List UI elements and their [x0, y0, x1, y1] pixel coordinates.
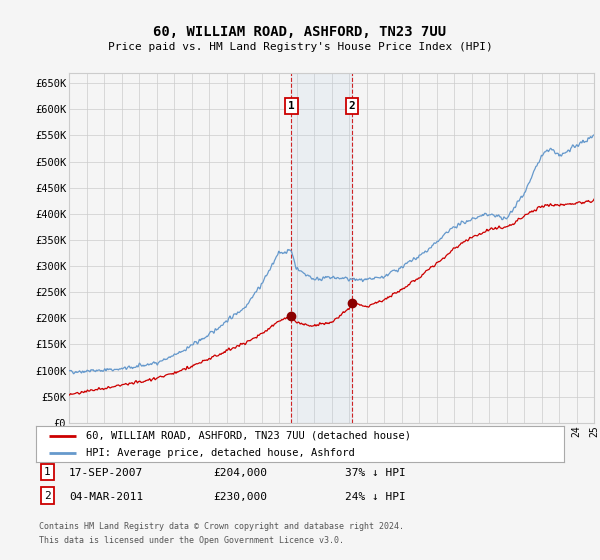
Text: HPI: Average price, detached house, Ashford: HPI: Average price, detached house, Ashf…: [86, 448, 355, 458]
Text: 04-MAR-2011: 04-MAR-2011: [69, 492, 143, 502]
Text: 24% ↓ HPI: 24% ↓ HPI: [345, 492, 406, 502]
Text: Price paid vs. HM Land Registry's House Price Index (HPI): Price paid vs. HM Land Registry's House …: [107, 42, 493, 52]
Text: 2: 2: [349, 101, 355, 111]
Text: 2: 2: [44, 491, 51, 501]
Text: 60, WILLIAM ROAD, ASHFORD, TN23 7UU (detached house): 60, WILLIAM ROAD, ASHFORD, TN23 7UU (det…: [86, 431, 411, 441]
Text: £230,000: £230,000: [213, 492, 267, 502]
Text: Contains HM Land Registry data © Crown copyright and database right 2024.: Contains HM Land Registry data © Crown c…: [39, 522, 404, 531]
Bar: [292, 73, 352, 423]
Text: 60, WILLIAM ROAD, ASHFORD, TN23 7UU: 60, WILLIAM ROAD, ASHFORD, TN23 7UU: [154, 25, 446, 39]
Text: This data is licensed under the Open Government Licence v3.0.: This data is licensed under the Open Gov…: [39, 536, 344, 545]
Text: 17-SEP-2007: 17-SEP-2007: [69, 468, 143, 478]
Text: 37% ↓ HPI: 37% ↓ HPI: [345, 468, 406, 478]
Text: 1: 1: [44, 467, 51, 477]
Text: £204,000: £204,000: [213, 468, 267, 478]
Text: 1: 1: [288, 101, 295, 111]
